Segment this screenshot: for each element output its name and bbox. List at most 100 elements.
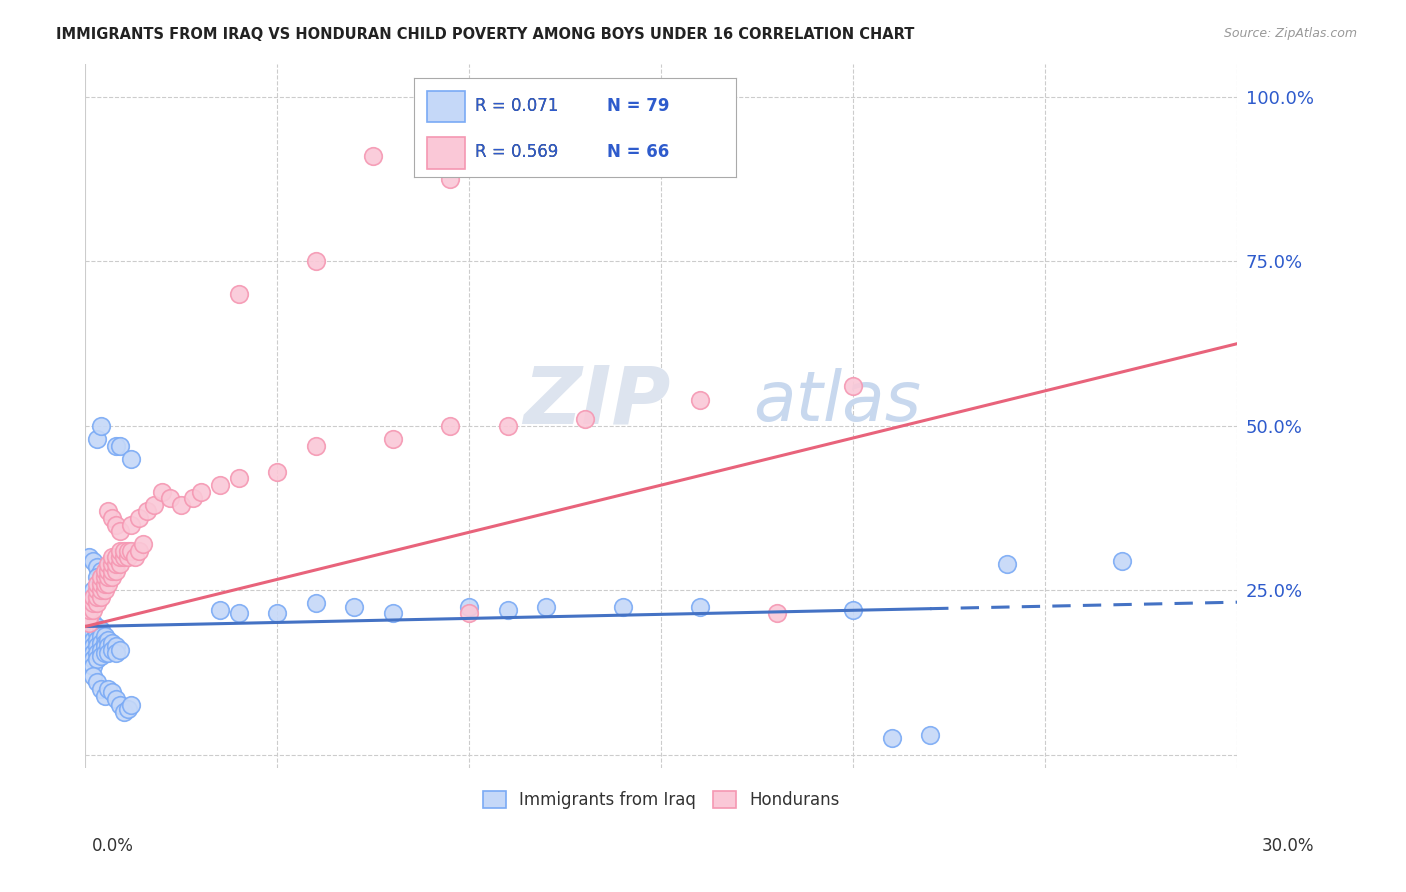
Point [105, 550, 128, 565]
Point [97, 681, 120, 696]
Point [112, 544, 135, 558]
Point [90, 681, 112, 696]
Point [135, 504, 157, 518]
Point [363, 149, 385, 163]
Point [228, 607, 250, 621]
Point [93, 636, 115, 650]
Point [101, 564, 124, 578]
Point [86, 675, 108, 690]
Point [93, 583, 115, 598]
Point [82, 646, 104, 660]
Point [93, 576, 115, 591]
Point [439, 418, 461, 433]
Point [305, 439, 328, 453]
Text: atlas: atlas [754, 368, 921, 435]
Point [132, 537, 155, 551]
Point [159, 491, 181, 506]
Point [93, 689, 115, 703]
Point [86, 597, 108, 611]
Point [86, 583, 108, 598]
Point [117, 702, 139, 716]
Point [90, 629, 112, 643]
Point [86, 619, 108, 633]
Point [612, 599, 634, 614]
Point [97, 639, 120, 653]
Point [86, 652, 108, 666]
Point [82, 583, 104, 598]
Point [82, 639, 104, 653]
Point [105, 691, 128, 706]
Point [82, 554, 104, 568]
Point [101, 557, 124, 571]
Point [93, 570, 115, 584]
Text: Source: ZipAtlas.com: Source: ZipAtlas.com [1223, 27, 1357, 40]
Legend: Immigrants from Iraq, Hondurans: Immigrants from Iraq, Hondurans [477, 784, 846, 816]
Point [86, 576, 108, 591]
Point [228, 287, 250, 301]
Point [128, 544, 150, 558]
Point [80, 623, 103, 637]
Point [77, 632, 100, 647]
Point [842, 379, 865, 393]
Point [77, 646, 100, 660]
Point [105, 517, 128, 532]
Point [93, 629, 115, 643]
Point [108, 524, 131, 538]
Point [83, 619, 105, 633]
Point [101, 570, 124, 584]
Point [77, 616, 100, 631]
Point [90, 623, 112, 637]
Point [208, 478, 231, 492]
Point [108, 698, 131, 713]
Point [101, 511, 124, 525]
Point [93, 639, 115, 653]
Point [112, 550, 135, 565]
Point [181, 491, 204, 506]
Text: 30.0%: 30.0% [1263, 837, 1315, 855]
Point [112, 705, 135, 719]
Point [120, 698, 142, 713]
Point [496, 603, 519, 617]
Point [439, 172, 461, 186]
Point [108, 544, 131, 558]
Point [143, 498, 166, 512]
Point [120, 451, 142, 466]
Point [77, 626, 100, 640]
Point [108, 550, 131, 565]
Point [208, 603, 231, 617]
Point [343, 599, 366, 614]
Point [90, 590, 112, 604]
Point [105, 564, 128, 578]
Point [90, 418, 112, 433]
Point [77, 609, 100, 624]
Point [190, 484, 212, 499]
Point [120, 544, 142, 558]
Point [458, 599, 481, 614]
Point [86, 570, 108, 584]
Point [97, 646, 120, 660]
Point [995, 557, 1018, 571]
Point [305, 597, 328, 611]
Point [90, 583, 112, 598]
Point [97, 570, 120, 584]
Point [82, 626, 104, 640]
Point [90, 574, 112, 588]
Point [124, 550, 146, 565]
Point [77, 550, 100, 565]
Point [101, 636, 124, 650]
Point [77, 619, 100, 633]
Point [77, 603, 100, 617]
Text: IMMIGRANTS FROM IRAQ VS HONDURAN CHILD POVERTY AMONG BOYS UNDER 16 CORRELATION C: IMMIGRANTS FROM IRAQ VS HONDURAN CHILD P… [56, 27, 915, 42]
Point [120, 517, 142, 532]
Point [574, 412, 596, 426]
Point [534, 599, 557, 614]
Point [108, 557, 131, 571]
Point [86, 626, 108, 640]
Point [458, 607, 481, 621]
Point [765, 607, 787, 621]
Point [80, 616, 103, 631]
Point [117, 550, 139, 565]
Point [117, 544, 139, 558]
Point [86, 646, 108, 660]
Point [90, 564, 112, 578]
